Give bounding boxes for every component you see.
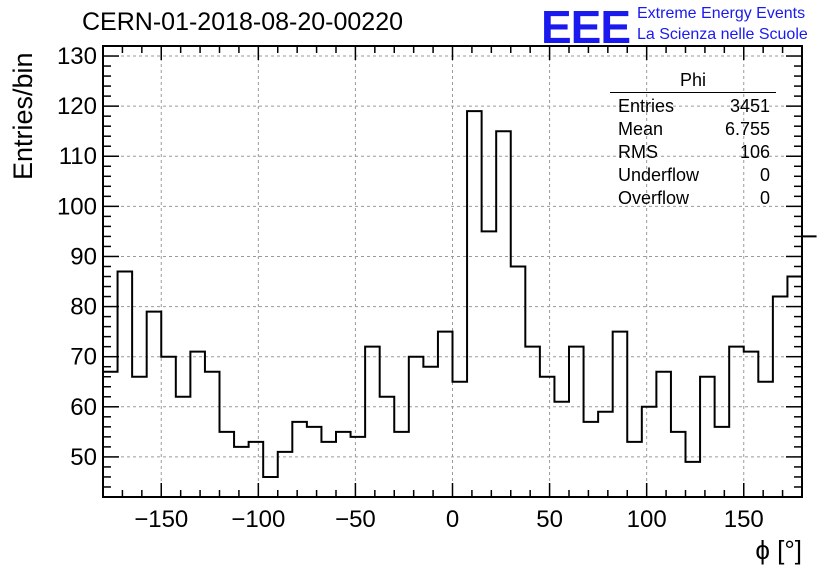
histogram-bin — [351, 437, 366, 497]
histogram-bin — [802, 236, 817, 497]
histogram-bin — [598, 412, 613, 497]
x-tick-label: 150 — [724, 506, 764, 533]
histogram-bin — [744, 352, 759, 497]
stats-row-rms: RMS 106 — [610, 141, 776, 164]
y-axis-label: Entries/bin — [8, 52, 38, 180]
histogram-bin — [161, 357, 176, 497]
histogram-bin — [278, 452, 293, 497]
histogram-bin — [423, 367, 438, 497]
histogram-bin — [220, 432, 235, 497]
stats-value: 106 — [739, 142, 770, 162]
y-tick-label: 80 — [70, 294, 97, 321]
stats-label: RMS — [618, 142, 658, 162]
histogram-bin — [307, 427, 322, 497]
histogram-bin — [656, 372, 671, 497]
x-tick-label: 50 — [536, 506, 563, 533]
histogram-bin — [525, 347, 540, 497]
histogram-bin — [511, 266, 526, 497]
stats-box: Phi Entries 3451 Mean 6.755 RMS 106 Unde… — [610, 70, 776, 210]
histogram-bin — [394, 432, 409, 497]
stats-row-mean: Mean 6.755 — [610, 118, 776, 141]
stats-label: Mean — [618, 119, 664, 139]
eee-logo: EEE — [541, 1, 631, 53]
stats-row-overflow: Overflow 0 — [610, 187, 776, 210]
histogram-bin — [409, 357, 424, 497]
histogram-bin — [234, 447, 249, 497]
histogram-bin — [627, 442, 642, 497]
logo-line-1: Extreme Energy Events — [637, 5, 806, 22]
x-tick-label: 100 — [627, 506, 667, 533]
y-tick-label: 120 — [57, 93, 97, 120]
histogram-bin — [584, 422, 599, 497]
chart-title: CERN-01-2018-08-20-00220 — [82, 8, 404, 36]
histogram-bin — [686, 462, 701, 497]
x-tick-label: 0 — [446, 506, 459, 533]
y-tick-label: 60 — [70, 394, 97, 421]
histogram-bin — [554, 402, 569, 497]
histogram-bin — [467, 111, 482, 497]
y-tick-label: 90 — [70, 243, 97, 270]
stats-label: Overflow — [618, 188, 690, 208]
histogram-bin — [190, 352, 205, 497]
x-tick-label: −100 — [231, 506, 285, 533]
histogram-bin — [205, 372, 220, 497]
y-tick-label: 130 — [57, 43, 97, 70]
histogram-bin — [569, 347, 584, 497]
logo-line-2: La Scienza nelle Scuole — [637, 26, 808, 43]
histogram-bin — [729, 347, 744, 497]
stats-value: 0 — [759, 165, 770, 185]
histogram-bin — [380, 397, 395, 497]
histogram-bin — [263, 477, 278, 497]
stats-value: 0 — [759, 188, 770, 208]
histogram-bin — [642, 407, 657, 497]
y-tick-label: 100 — [57, 193, 97, 220]
y-tick-label: 110 — [59, 143, 97, 170]
stats-value: 3451 — [729, 96, 770, 116]
histogram-bin — [292, 422, 307, 497]
histogram-bin — [671, 432, 686, 497]
histogram-bin — [453, 382, 468, 497]
stats-value: 6.755 — [724, 119, 770, 139]
x-tick-label: −50 — [335, 506, 376, 533]
histogram-bin — [336, 432, 351, 497]
histogram-bin — [758, 382, 773, 497]
histogram-bin — [496, 131, 511, 497]
histogram-bin — [365, 347, 380, 497]
histogram-outline — [103, 110, 817, 478]
stats-row-underflow: Underflow 0 — [610, 164, 776, 187]
histogram-bin — [176, 397, 191, 497]
histogram-bin — [715, 427, 730, 497]
stats-label: Underflow — [618, 165, 700, 185]
histogram-bin — [249, 442, 264, 497]
histogram-bin — [773, 297, 788, 497]
y-tick-label: 70 — [70, 344, 97, 371]
histogram-bin — [540, 377, 555, 497]
histogram-bin — [321, 442, 336, 497]
stats-row-entries: Entries 3451 — [610, 95, 776, 118]
x-axis-label: ϕ [°] — [755, 535, 802, 565]
histogram-bin — [103, 372, 118, 497]
y-tick-label: 50 — [70, 444, 97, 471]
histogram-bin — [118, 272, 133, 498]
histogram-bin — [700, 377, 715, 497]
stats-histogram-name: Phi — [610, 70, 776, 93]
stats-label: Entries — [618, 96, 675, 116]
histogram-bin — [147, 312, 162, 497]
x-tick-label: −150 — [134, 506, 188, 533]
histogram-bin — [132, 377, 147, 497]
